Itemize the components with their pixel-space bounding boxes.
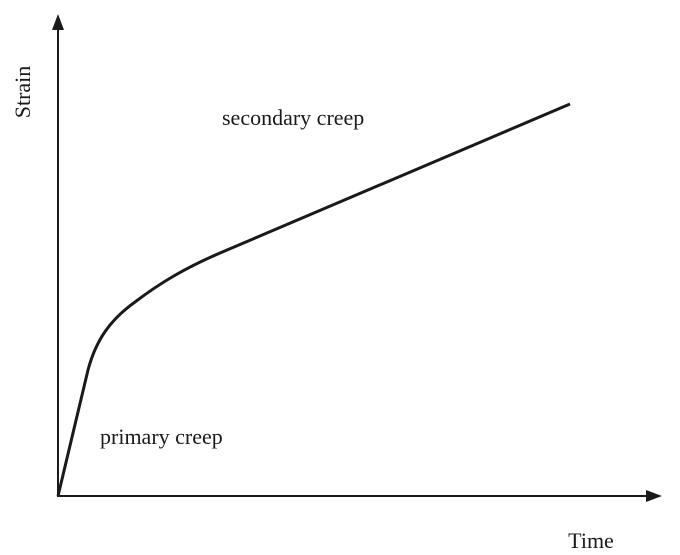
y-axis-label: Strain xyxy=(10,66,35,119)
x-axis-label: Time xyxy=(568,528,614,553)
x-axis-arrow xyxy=(646,490,662,502)
creep-curve xyxy=(56,102,571,497)
annotation: secondary creep xyxy=(222,105,364,130)
annotation: primary creep xyxy=(100,424,223,449)
y-axis-arrow xyxy=(52,14,64,30)
